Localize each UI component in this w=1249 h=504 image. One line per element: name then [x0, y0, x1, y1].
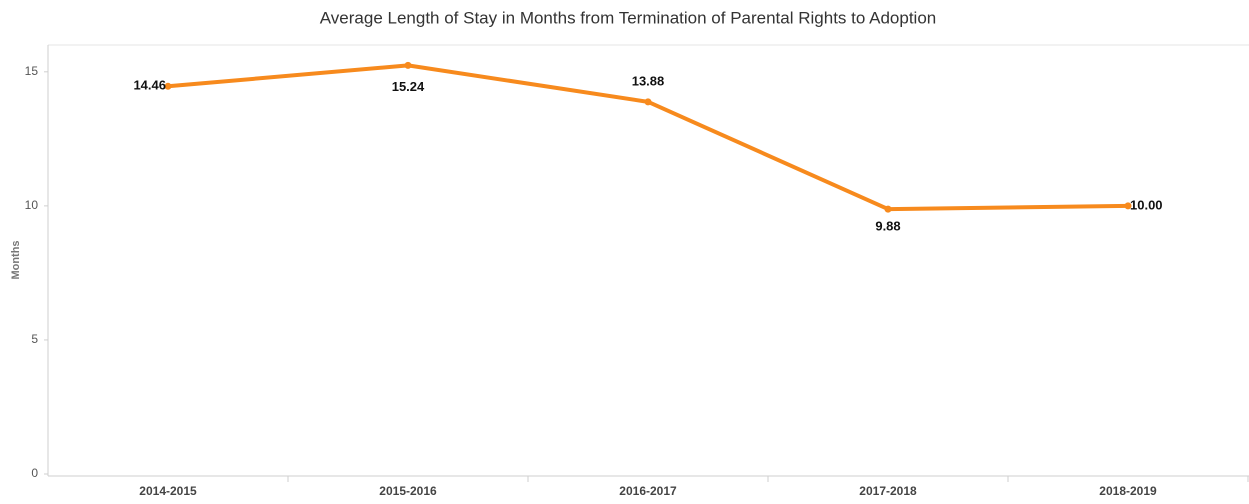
point	[644, 98, 652, 106]
y-tick-label: 0	[31, 466, 38, 480]
data-label: 13.88	[632, 73, 665, 88]
point	[1124, 202, 1132, 210]
data-label: 9.88	[875, 219, 900, 234]
point	[404, 61, 412, 69]
data-label: 10.00	[1130, 197, 1163, 212]
x-tick-label: 2014-2015	[139, 484, 197, 498]
x-tick-label: 2016-2017	[619, 484, 677, 498]
data-label: 14.46	[133, 78, 166, 93]
chart-title: Average Length of Stay in Months from Te…	[320, 8, 936, 27]
y-tick-label: 5	[31, 332, 38, 346]
y-tick-label: 15	[25, 64, 39, 78]
x-tick-label: 2015-2016	[379, 484, 437, 498]
y-tick-label: 10	[25, 198, 39, 212]
data-label: 15.24	[392, 79, 425, 94]
x-tick-label: 2018-2019	[1099, 484, 1157, 498]
y-axis-title: Months	[10, 240, 22, 279]
point	[164, 82, 172, 90]
x-tick-label: 2017-2018	[859, 484, 917, 498]
point	[884, 205, 892, 213]
